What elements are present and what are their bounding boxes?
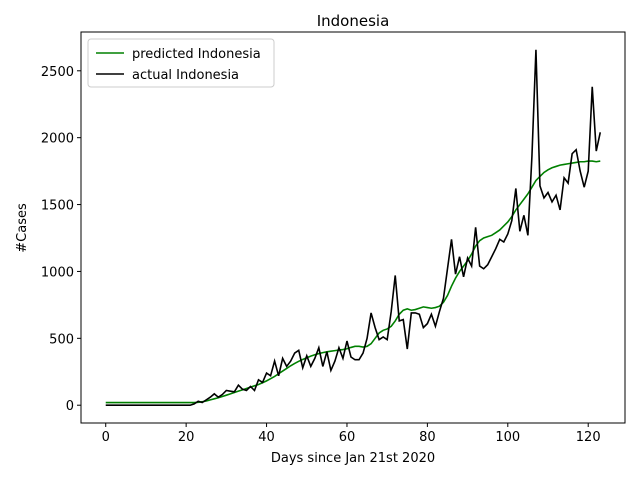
plot-frame	[80, 31, 626, 424]
series-line	[105, 49, 602, 407]
x-tick-label: 100	[495, 430, 520, 445]
y-tick-label: 0	[66, 399, 74, 414]
legend-label: actual Indonesia	[132, 68, 239, 83]
legend-box	[87, 38, 275, 88]
legend-label: predicted Indonesia	[132, 47, 261, 62]
y-tick-label: 1000	[41, 265, 74, 280]
x-tick-label: 20	[178, 430, 195, 445]
y-tick-label: 1500	[41, 199, 74, 214]
x-axis-label: Days since Jan 21st 2020	[271, 451, 435, 466]
x-tick-label: 40	[258, 430, 275, 445]
chart-title: Indonesia	[317, 12, 390, 30]
x-tick-label: 60	[339, 430, 356, 445]
y-axis-label: #Cases	[15, 203, 30, 253]
y-tick-label: 2000	[41, 132, 74, 147]
x-tick-label: 80	[419, 430, 436, 445]
x-tick-label: 120	[576, 430, 601, 445]
y-tick-label: 500	[49, 332, 74, 347]
x-tick-label: 0	[102, 430, 110, 445]
y-tick-label: 2500	[41, 65, 74, 80]
